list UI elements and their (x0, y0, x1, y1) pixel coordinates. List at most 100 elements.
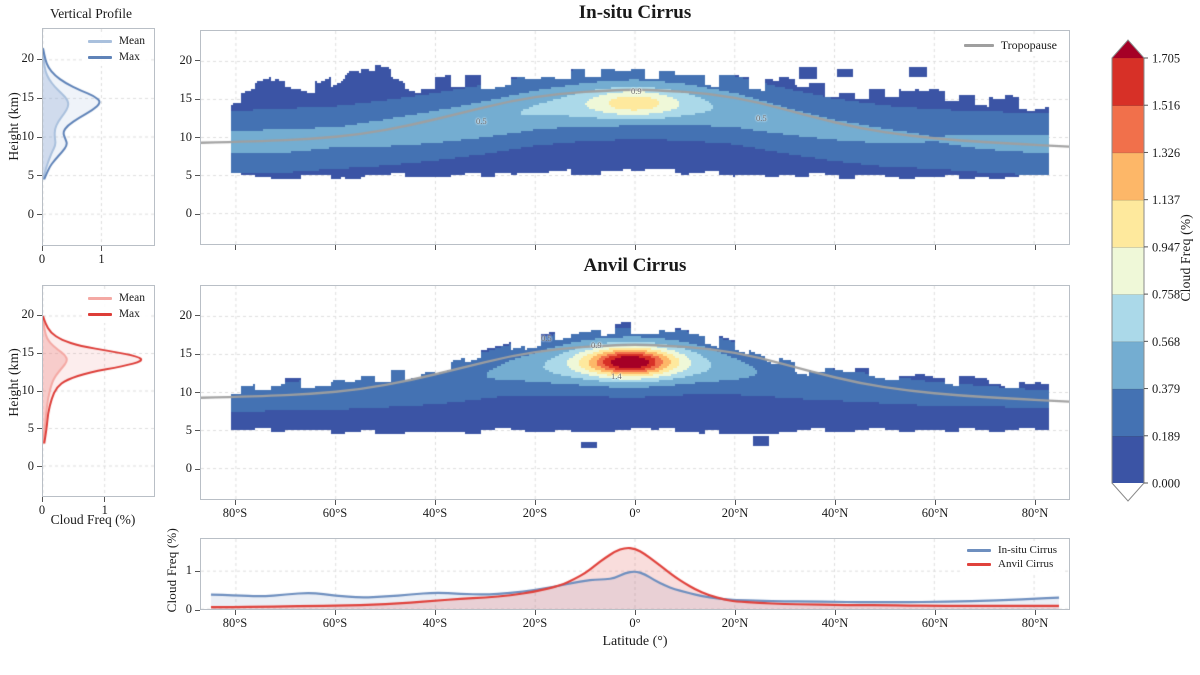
tick-mark-x (334, 245, 336, 250)
plot-insitu-cirrus: Tropopause (200, 30, 1070, 245)
legend-line-mean (87, 39, 112, 43)
tick-label-y: 0 (27, 206, 34, 221)
tick-label-x: 1 (98, 252, 105, 266)
tick-label-y: 15 (21, 90, 35, 105)
legend-row-anvil: Anvil Cirrus (967, 558, 1057, 570)
tick-mark-x (934, 610, 936, 615)
tick-mark-x (434, 500, 436, 505)
colorbar-segment (1111, 104, 1145, 154)
tick-label-y: 0 (185, 602, 192, 616)
tick-mark-y (195, 137, 200, 138)
tick-label-y: 20 (179, 52, 193, 67)
colorbar-tick-label: 0.189 (1152, 429, 1180, 443)
tick-label-y: 20 (21, 307, 35, 322)
legend-vertical-profile-anvil: Mean Max (81, 289, 151, 323)
tick-label-y: 15 (179, 346, 193, 361)
tick-label-x: 40°S (422, 616, 448, 630)
tick-mark-y (195, 353, 200, 355)
tick-label-x: 0° (629, 616, 641, 630)
legend-row-tropopause: Tropopause (963, 38, 1057, 53)
tick-mark-x (834, 245, 836, 250)
legend-label-mean: Mean (118, 35, 145, 47)
tick-label-y: 15 (179, 91, 193, 106)
legend-label-anvil: Anvil Cirrus (998, 558, 1054, 570)
tick-label-y: 0 (185, 461, 192, 476)
colorbar-tick-label: 1.705 (1152, 52, 1180, 66)
tick-mark-y (195, 213, 200, 215)
contour-label: 0.5 (756, 113, 767, 124)
colorbar-under-arrow (1112, 483, 1144, 501)
tick-mark-y (195, 570, 200, 572)
tick-label-x: 40°N (821, 616, 849, 630)
tick-label-x: 60°N (921, 616, 949, 630)
tick-mark-y (195, 468, 200, 470)
tick-label-x: 0 (38, 252, 46, 266)
legend-label-tropopause: Tropopause (1000, 38, 1057, 52)
tick-label-x: 80°S (222, 616, 248, 630)
tick-mark-x (234, 610, 236, 615)
tick-label-x: 0° (629, 506, 641, 520)
tick-mark-y (37, 58, 42, 60)
legend-tropopause: Tropopause (957, 35, 1063, 56)
tick-label-y: 1 (185, 563, 192, 578)
contour-label: 0.9 (591, 340, 602, 351)
xlabel-cloud-freq-profile: Cloud Freq (%) (50, 512, 136, 527)
tick-mark-x (104, 497, 106, 502)
colorbar-tick-label: 0.568 (1152, 335, 1180, 349)
tick-label-x: 1 (101, 503, 108, 517)
tick-mark-y (37, 352, 42, 354)
legend-row-mean: Mean (87, 35, 145, 47)
tick-label-y: 5 (185, 422, 192, 437)
tick-mark-x (534, 610, 536, 615)
tick-label-x: 80°N (1021, 616, 1049, 630)
tick-label-x: 20°S (522, 506, 548, 520)
tick-mark-x (834, 610, 836, 615)
colorbar-tick-label: 0.379 (1152, 382, 1180, 396)
canvas-insitu-cirrus (201, 31, 1069, 244)
tick-label-y: 15 (21, 345, 35, 360)
plot-cloud-freq-lines: In-situ Cirrus Anvil Cirrus (200, 538, 1070, 610)
legend-row-insitu: In-situ Cirrus (967, 544, 1057, 556)
colorbar-segment (1111, 388, 1145, 437)
tick-mark-y (195, 430, 200, 432)
tick-mark-y (37, 390, 42, 392)
contour-label: 1.4 (611, 371, 622, 382)
tick-mark-x (834, 500, 836, 505)
tick-label-y: 20 (179, 307, 193, 322)
title-vertical-profile: Vertical Profile (49, 6, 133, 21)
tick-mark-y (37, 314, 42, 316)
tick-mark-x (634, 245, 636, 250)
tick-mark-x (234, 245, 236, 250)
title-insitu-cirrus: In-situ Cirrus (578, 2, 692, 23)
tick-mark-y (195, 392, 200, 393)
colorbar-tick-label: 1.326 (1152, 146, 1180, 160)
tick-mark-y (37, 175, 42, 177)
plot-vertical-profile-insitu: Mean Max (42, 28, 155, 246)
tick-mark-x (234, 500, 236, 505)
tick-label-x: 80°N (1021, 506, 1049, 520)
colorbar-tick-label: 0.947 (1152, 240, 1180, 254)
tick-mark-x (634, 610, 636, 615)
contour-label: 0.5 (541, 332, 552, 343)
colorbar-segment (1111, 246, 1145, 295)
colorbar-tick-label: 1.516 (1152, 99, 1180, 113)
colorbar: 0.000 0.189 0.379 0.568 0.758 0.947 1.137 1.326… (1111, 39, 1180, 502)
legend-line-max (87, 312, 112, 316)
legend-line-anvil (967, 562, 992, 566)
contour-label: 0.9 (631, 86, 642, 97)
tick-label-x: 40°N (821, 506, 849, 520)
tick-mark-x (334, 500, 336, 505)
legend-line-max (87, 55, 112, 59)
tick-label-y: 10 (21, 129, 35, 143)
colorbar-tick-label: 1.137 (1152, 193, 1180, 207)
canvas-anvil-cirrus (201, 286, 1069, 499)
tick-label-y: 20 (21, 51, 35, 66)
tick-mark-x (1034, 245, 1036, 250)
tick-mark-x (734, 610, 736, 615)
tick-label-x: 20°N (721, 616, 749, 630)
tick-mark-x (534, 245, 536, 250)
tick-mark-y (37, 97, 42, 99)
tick-mark-x (434, 245, 436, 250)
tick-mark-x (534, 500, 536, 505)
colorbar-segment (1111, 57, 1145, 106)
